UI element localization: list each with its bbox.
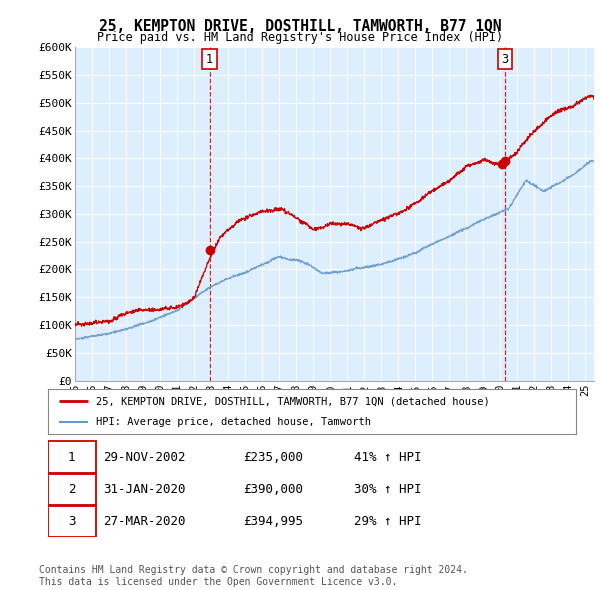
Text: 3: 3	[68, 515, 76, 528]
Text: 3: 3	[501, 53, 508, 65]
Text: 1: 1	[68, 451, 76, 464]
Text: 27-MAR-2020: 27-MAR-2020	[103, 515, 186, 528]
FancyBboxPatch shape	[48, 441, 95, 473]
Text: 2: 2	[68, 483, 76, 496]
FancyBboxPatch shape	[48, 474, 95, 505]
Text: HPI: Average price, detached house, Tamworth: HPI: Average price, detached house, Tamw…	[95, 417, 371, 427]
Text: £394,995: £394,995	[244, 515, 304, 528]
Text: Contains HM Land Registry data © Crown copyright and database right 2024.
This d: Contains HM Land Registry data © Crown c…	[39, 565, 468, 587]
Text: 30% ↑ HPI: 30% ↑ HPI	[354, 483, 422, 496]
Text: 29% ↑ HPI: 29% ↑ HPI	[354, 515, 422, 528]
FancyBboxPatch shape	[48, 506, 95, 537]
Text: 29-NOV-2002: 29-NOV-2002	[103, 451, 186, 464]
Text: 31-JAN-2020: 31-JAN-2020	[103, 483, 186, 496]
Text: £390,000: £390,000	[244, 483, 304, 496]
Text: 1: 1	[206, 53, 213, 65]
Text: 25, KEMPTON DRIVE, DOSTHILL, TAMWORTH, B77 1QN (detached house): 25, KEMPTON DRIVE, DOSTHILL, TAMWORTH, B…	[95, 396, 489, 407]
Text: 25, KEMPTON DRIVE, DOSTHILL, TAMWORTH, B77 1QN: 25, KEMPTON DRIVE, DOSTHILL, TAMWORTH, B…	[99, 19, 501, 34]
Text: Price paid vs. HM Land Registry's House Price Index (HPI): Price paid vs. HM Land Registry's House …	[97, 31, 503, 44]
Text: £235,000: £235,000	[244, 451, 304, 464]
Text: 41% ↑ HPI: 41% ↑ HPI	[354, 451, 422, 464]
